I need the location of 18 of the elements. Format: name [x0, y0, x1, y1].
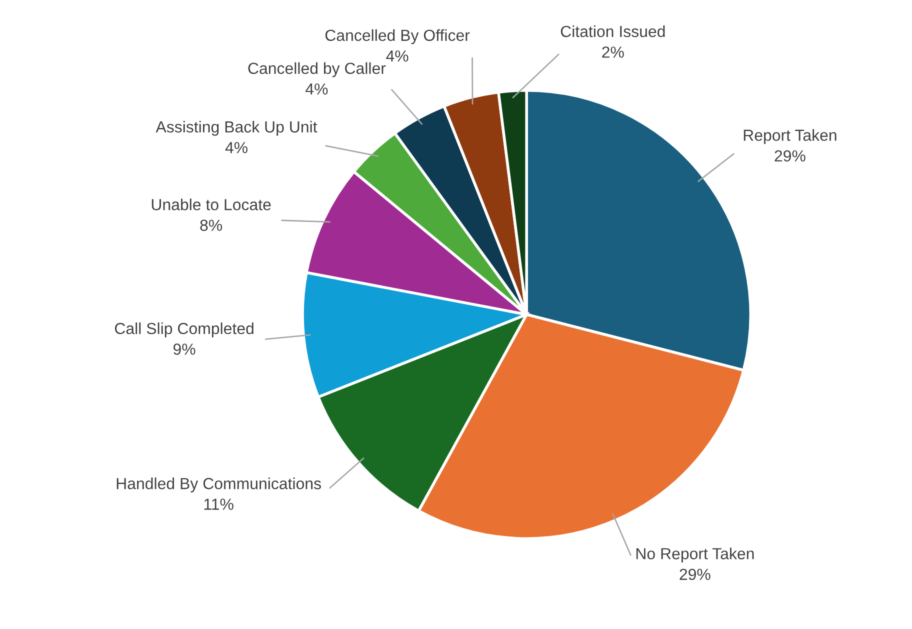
slice-label: Report Taken	[744, 129, 836, 144]
data-label: 2%	[602, 46, 624, 58]
data-label: 29%	[774, 150, 806, 162]
data-label: 4%	[306, 83, 328, 95]
data-label: 8%	[200, 220, 222, 231]
slice-label: Citation Issued	[560, 25, 665, 38]
slice-label: Call Slip Completed	[114, 322, 254, 338]
slice-label: Handled By Communications	[116, 478, 321, 492]
data-label: 29%	[680, 568, 710, 580]
slice-label: Cancelled By Officer	[325, 29, 470, 44]
slice-label: No Report Taken	[636, 548, 754, 562]
slice-label: Unable to Locate	[152, 198, 271, 210]
data-label: 9%	[174, 344, 196, 355]
data-label: 4%	[225, 142, 248, 154]
data-label: 11%	[204, 498, 234, 510]
slice-label: Assisting Back Up Unit	[156, 120, 318, 136]
slice-label: Cancelled by Caller	[248, 62, 386, 78]
data-label: 4%	[386, 50, 408, 62]
